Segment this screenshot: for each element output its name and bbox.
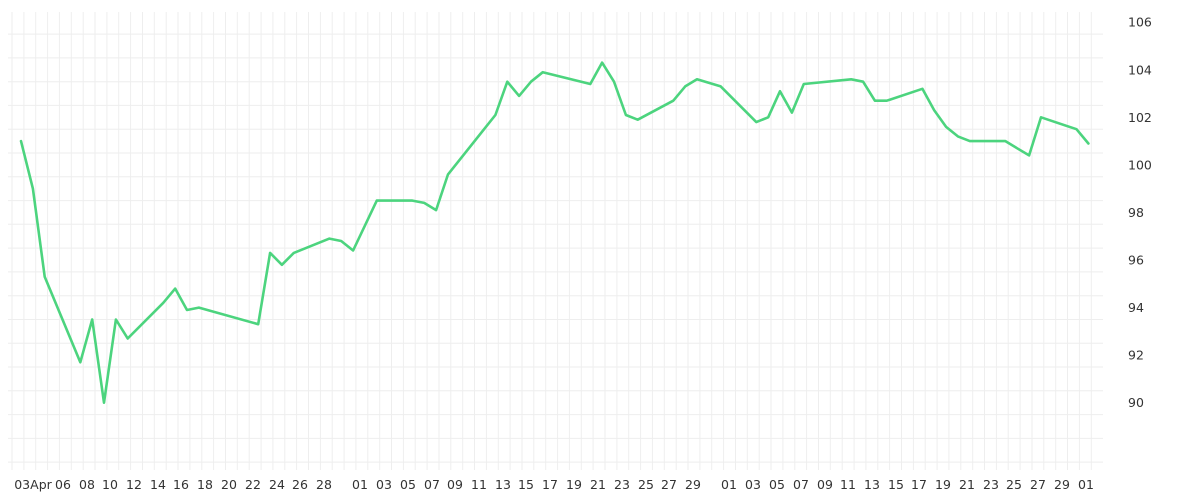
x-tick-label-13: 01: [352, 477, 368, 492]
x-tick-label-39: 23: [983, 477, 999, 492]
x-tick-label-8: 20: [221, 477, 237, 492]
x-tick-label-26: 27: [661, 477, 677, 492]
x-tick-label-18: 11: [471, 477, 487, 492]
x-tick-label-7: 18: [197, 477, 213, 492]
x-tick-label-0: 03Apr: [14, 477, 52, 492]
y-tick-label-5: 100: [1128, 157, 1152, 172]
x-tick-label-41: 27: [1030, 477, 1046, 492]
x-axis-tick-labels: 03Apr 06 08 10 12 14 16 18 20 22 24 26 28 01 03 05 07 09 1…: [14, 477, 1094, 492]
x-tick-label-15: 05: [400, 477, 416, 492]
x-tick-label-28: 01: [721, 477, 737, 492]
x-tick-label-12: 28: [316, 477, 332, 492]
x-tick-label-14: 03: [376, 477, 392, 492]
x-tick-label-16: 07: [424, 477, 440, 492]
x-tick-label-4: 12: [126, 477, 142, 492]
x-tick-label-36: 17: [911, 477, 927, 492]
y-axis-tick-labels: 90 92 94 96 98 100 102 104 106: [1128, 15, 1152, 411]
x-tick-label-21: 17: [542, 477, 558, 492]
vertical-grid: [11, 12, 1092, 470]
x-tick-label-10: 24: [269, 477, 285, 492]
x-tick-label-27: 29: [685, 477, 701, 492]
x-tick-label-19: 13: [495, 477, 511, 492]
x-tick-label-30: 05: [769, 477, 785, 492]
x-tick-label-5: 14: [150, 477, 166, 492]
x-tick-label-1: 06: [55, 477, 71, 492]
x-tick-label-32: 09: [817, 477, 833, 492]
x-tick-label-22: 19: [566, 477, 582, 492]
x-tick-label-34: 13: [864, 477, 880, 492]
x-tick-label-37: 19: [935, 477, 951, 492]
x-tick-label-24: 23: [614, 477, 630, 492]
x-tick-label-20: 15: [518, 477, 534, 492]
y-tick-label-6: 102: [1128, 110, 1152, 125]
y-tick-label-2: 94: [1128, 300, 1144, 315]
x-tick-label-2: 08: [79, 477, 95, 492]
x-tick-label-33: 11: [840, 477, 856, 492]
x-tick-label-40: 25: [1006, 477, 1022, 492]
x-tick-label-38: 21: [959, 477, 975, 492]
x-tick-label-43: 01: [1078, 477, 1094, 492]
y-tick-label-1: 92: [1128, 348, 1144, 363]
x-tick-label-35: 15: [888, 477, 904, 492]
x-tick-label-17: 09: [447, 477, 463, 492]
x-tick-label-3: 10: [102, 477, 118, 492]
x-tick-label-31: 07: [793, 477, 809, 492]
y-tick-label-7: 104: [1128, 62, 1152, 77]
y-tick-label-4: 98: [1128, 205, 1144, 220]
y-tick-label-3: 96: [1128, 253, 1144, 268]
x-tick-label-29: 03: [745, 477, 761, 492]
horizontal-grid: [8, 33, 1103, 463]
series-layer: [19, 61, 1090, 405]
x-tick-label-25: 25: [638, 477, 654, 492]
series-line-0: [19, 61, 1090, 405]
x-tick-label-9: 22: [245, 477, 261, 492]
y-tick-label-0: 90: [1128, 395, 1144, 410]
y-tick-label-8: 106: [1128, 15, 1152, 30]
x-tick-label-23: 21: [590, 477, 606, 492]
x-tick-label-42: 29: [1054, 477, 1070, 492]
x-tick-label-6: 16: [173, 477, 189, 492]
x-tick-label-11: 26: [292, 477, 308, 492]
